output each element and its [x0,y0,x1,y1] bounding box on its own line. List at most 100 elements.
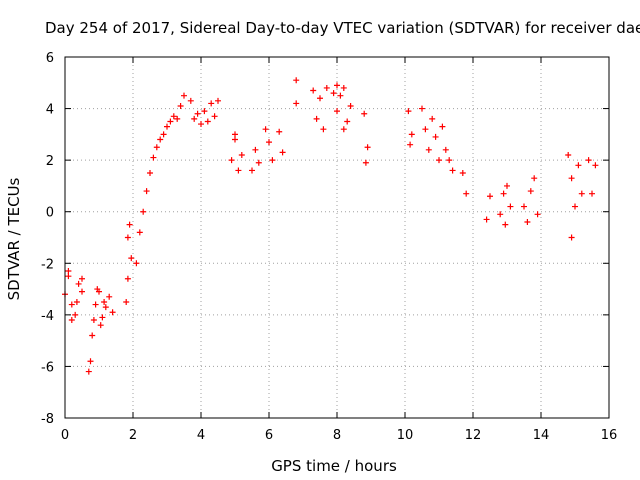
data-point [585,157,592,164]
data-point [568,234,575,241]
data-point [572,203,578,210]
data-point [153,144,160,151]
data-point [364,144,371,151]
x-tick-label: 14 [533,428,550,443]
data-point [204,118,211,125]
data-point [72,311,79,318]
data-point [123,298,130,305]
data-point [238,151,245,158]
data-point [85,368,92,375]
data-point [232,136,238,143]
data-point [191,115,198,122]
data-point [442,146,449,153]
data-point [94,286,101,293]
data-point [497,211,504,218]
data-point [340,84,347,91]
data-point [68,317,75,324]
data-point [128,255,135,262]
data-point [126,221,133,228]
data-point [276,128,283,135]
y-tick-label: -8 [41,412,54,427]
data-point [147,170,153,177]
data-point [361,110,368,117]
data-point [504,182,510,189]
data-point [340,126,347,133]
data-point [534,211,541,218]
data-point [198,121,204,128]
x-tick-label: 8 [333,428,341,443]
data-point [565,151,572,158]
data-point [79,275,85,282]
data-point [252,146,259,153]
data-point [408,131,415,138]
data-point [347,102,354,109]
data-point [313,115,320,122]
data-point [106,293,113,300]
data-point [99,314,106,321]
data-point [255,159,262,166]
data-point [124,234,131,241]
data-point [429,115,436,122]
data-point [422,126,429,133]
data-point [181,92,187,99]
data-point [487,193,493,200]
data-point [68,301,75,308]
data-point [279,149,286,156]
data-point [235,167,242,174]
data-point [124,275,131,282]
data-point [439,123,446,130]
data-point [293,77,300,84]
data-point [419,105,425,112]
data-point [507,203,514,210]
data-point [320,126,327,133]
data-point [167,118,174,125]
axis-ticks: 0 2 4 6 8 10 12 14 16 -8 -6 -4 -2 0 2 4 6 [41,51,617,443]
data-point [334,108,340,115]
y-tick-label: -2 [41,257,54,272]
data-point [323,84,330,91]
x-tick-label: 16 [601,428,618,443]
x-tick-label: 0 [61,428,69,443]
y-tick-label: 6 [46,51,54,66]
data-point [133,260,140,267]
data-point [201,108,208,115]
data-point [136,229,143,236]
y-tick-label: -6 [41,360,54,375]
data-point [232,131,238,138]
data-point [266,139,272,146]
data-point [89,332,96,339]
x-tick-label: 12 [465,428,482,443]
data-point [65,268,72,275]
data-point [92,301,99,308]
data-point [211,113,218,120]
data-point [164,123,170,130]
chart-title: Day 254 of 2017, Sidereal Day-to-day VTE… [45,19,640,37]
data-point [262,126,269,133]
x-tick-label: 4 [197,428,205,443]
data-point [310,87,317,94]
data-point [170,113,177,120]
data-point [97,322,104,329]
data-point [109,309,116,316]
x-tick-label: 10 [397,428,414,443]
data-point [157,136,164,143]
data-point [208,100,215,107]
data-point [436,157,442,164]
y-axis-title: SDTVAR / TECUs [5,177,23,300]
data-point [405,108,412,115]
data-point [502,221,509,228]
data-point [459,170,466,177]
x-tick-label: 6 [265,428,273,443]
data-point [79,288,85,295]
data-point [575,162,582,169]
data-point [330,90,337,97]
data-point [463,190,470,197]
data-point [578,190,585,197]
data-point [75,280,82,287]
data-point [592,162,599,169]
x-tick-label: 2 [129,428,137,443]
data-point [337,92,344,99]
data-point [143,188,150,195]
data-point [65,273,72,280]
